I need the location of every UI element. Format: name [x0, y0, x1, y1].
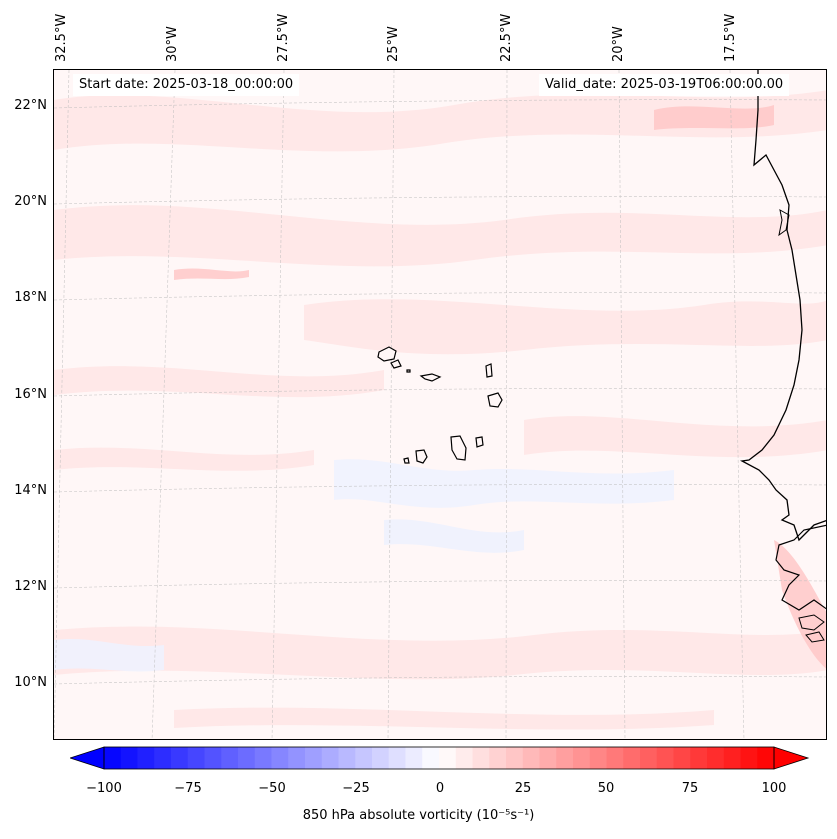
colorbar-cell	[321, 747, 339, 769]
island-fogo	[415, 449, 428, 464]
island-santiago	[450, 435, 467, 461]
lon-label-20w: 20°W	[611, 26, 626, 62]
colorbar-cell	[154, 747, 172, 769]
colorbar-cell	[740, 747, 758, 769]
lat-label-16n: 16°N	[14, 387, 47, 402]
lat-label-20n: 20°N	[14, 194, 47, 209]
colorbar-outline	[103, 746, 775, 770]
island-boa-vista	[487, 392, 503, 408]
colorbar-cell	[656, 747, 674, 769]
colorbar-tick-75: 75	[681, 781, 699, 796]
colorbar-cell	[539, 747, 557, 769]
africa-coastline-south	[775, 524, 826, 611]
lat-label-12n: 12°N	[14, 579, 47, 594]
colorbar-cell	[372, 747, 390, 769]
colorbar-cell	[388, 747, 406, 769]
colorbar-cell	[238, 747, 256, 769]
colorbar-cell	[556, 747, 574, 769]
island-santa-luzia	[406, 369, 411, 373]
colorbar-cell	[472, 747, 490, 769]
colorbar-cell	[254, 747, 272, 769]
colorbar-tick-50: 50	[597, 781, 615, 796]
colorbar-cell	[589, 747, 607, 769]
colorbar-cell	[489, 747, 507, 769]
negative-vorticity-shading	[54, 459, 674, 672]
colorbar-cell	[104, 747, 122, 769]
colorbar-tick-0: 0	[435, 781, 445, 796]
colorbar-cells	[70, 746, 810, 770]
colorbar-cell	[171, 747, 189, 769]
colorbar-cell	[522, 747, 540, 769]
colorbar-cell	[204, 747, 222, 769]
colorbar-label: 850 hPa absolute vorticity (10⁻⁵s⁻¹)	[302, 808, 535, 823]
lat-label-18n: 18°N	[14, 290, 47, 305]
colorbar-cell	[305, 747, 323, 769]
colorbar-tick-neg100: −100	[86, 781, 122, 796]
africa-coastline	[739, 70, 826, 542]
lon-label-22-5w: 22.5°W	[499, 13, 514, 62]
colorbar-tick-neg25: −25	[342, 781, 370, 796]
colorbar-cell	[338, 747, 356, 769]
colorbar-cell	[690, 747, 708, 769]
island-santo-antao	[377, 346, 397, 362]
colorbar-cell	[422, 747, 440, 769]
colorbar-tick-neg50: −50	[258, 781, 286, 796]
island-brava	[403, 457, 410, 464]
island-sao-vicente	[390, 359, 402, 369]
colorbar-cell	[187, 747, 205, 769]
colorbar-cell	[120, 747, 138, 769]
colorbar-cell	[723, 747, 741, 769]
lat-label-22n: 22°N	[14, 98, 47, 113]
colorbar-cell	[355, 747, 373, 769]
map-panel	[53, 69, 827, 740]
cape-verde-islands	[377, 346, 503, 464]
colorbar-cell	[757, 747, 775, 769]
colorbar	[70, 746, 810, 770]
lon-label-25w: 25°W	[386, 26, 401, 62]
colorbar-max-extend	[773, 746, 810, 770]
colorbar-cell	[137, 747, 155, 769]
colorbar-cell	[673, 747, 691, 769]
valid-date-label: Valid_date: 2025-03-19T06:00:00.00	[539, 74, 790, 96]
colorbar-cell	[288, 747, 306, 769]
island-bijagos	[798, 614, 825, 643]
colorbar-cell	[405, 747, 423, 769]
lon-label-32-5w: 32.5°W	[54, 13, 69, 62]
coast-inlet	[778, 209, 790, 237]
lon-label-27-5w: 27.5°W	[276, 13, 291, 62]
colorbar-cell	[623, 747, 641, 769]
island-sal	[485, 363, 493, 378]
colorbar-cell	[506, 747, 524, 769]
island-sao-nicolau	[419, 373, 442, 382]
colorbar-cell	[271, 747, 289, 769]
colorbar-cell	[455, 747, 473, 769]
start-date-label: Start date: 2025-03-18_00:00:00	[73, 74, 300, 96]
vorticity-field	[54, 70, 826, 739]
colorbar-tick-100: 100	[761, 781, 787, 796]
colorbar-cell	[439, 747, 457, 769]
colorbar-min-extend	[70, 746, 105, 770]
lon-label-30w: 30°W	[165, 26, 180, 62]
colorbar-tick-25: 25	[514, 781, 532, 796]
lat-label-10n: 10°N	[14, 675, 47, 690]
graticule	[54, 70, 826, 739]
lat-label-14n: 14°N	[14, 483, 47, 498]
colorbar-tick-neg75: −75	[174, 781, 202, 796]
colorbar-cell	[707, 747, 725, 769]
colorbar-cell	[221, 747, 239, 769]
colorbar-cell	[573, 747, 591, 769]
lon-label-17-5w: 17.5°W	[723, 13, 738, 62]
colorbar-cell	[606, 747, 624, 769]
island-maio	[475, 436, 484, 448]
vorticity-shading	[54, 90, 826, 730]
colorbar-cell	[640, 747, 658, 769]
vorticity-shading-strong	[174, 105, 826, 669]
